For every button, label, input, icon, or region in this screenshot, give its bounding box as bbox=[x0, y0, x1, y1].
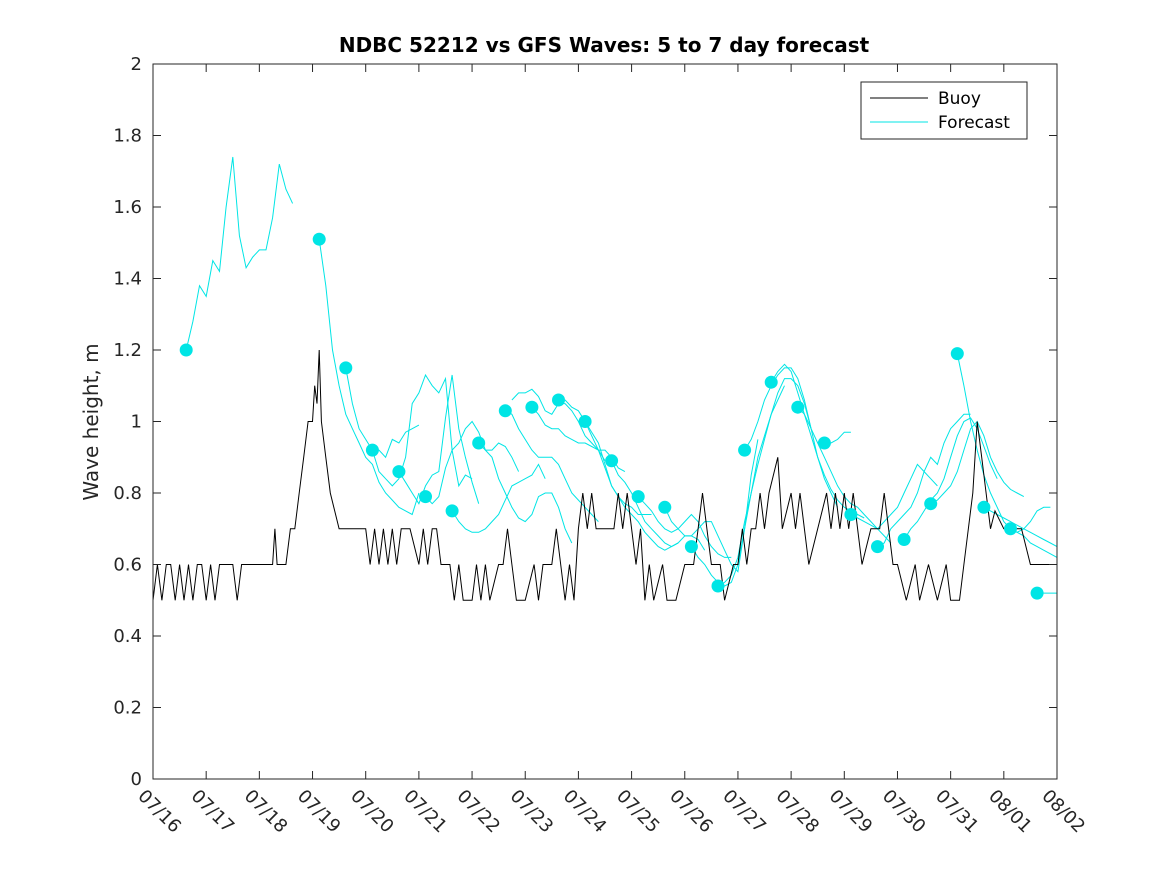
y-axis: 0 0.2 0.4 0.6 0.8 1 1.2 1.4 1.6 1.8 2 bbox=[113, 54, 1057, 790]
forecast-marker-4 bbox=[365, 443, 379, 457]
y-tick-label: 0 bbox=[131, 769, 142, 790]
y-tick-label: 0.6 bbox=[113, 555, 142, 576]
forecast-run-4 bbox=[371, 373, 473, 488]
forecast-run-15 bbox=[637, 496, 732, 558]
y-axis-label: Wave height, m bbox=[79, 343, 103, 500]
forecast-marker-26 bbox=[950, 347, 964, 361]
y-tick-label: 1 bbox=[131, 412, 142, 433]
y-tick-label: 1.6 bbox=[113, 197, 142, 218]
legend: Buoy Forecast bbox=[860, 81, 1028, 140]
forecast-marker-6 bbox=[419, 490, 432, 504]
forecast-marker-27 bbox=[977, 500, 991, 514]
y-tick-label: 2 bbox=[131, 54, 142, 75]
forecast-run-9 bbox=[505, 410, 599, 522]
forecast-run-27 bbox=[956, 353, 1051, 533]
forecast-marker-22 bbox=[844, 508, 858, 521]
forecast-markers bbox=[179, 232, 1044, 600]
plot-area bbox=[152, 63, 1058, 780]
forecast-run-7 bbox=[451, 463, 546, 533]
forecast-marker-17 bbox=[711, 579, 725, 593]
legend-buoy-label: Buoy bbox=[938, 89, 981, 109]
forecast-run-19 bbox=[744, 367, 839, 508]
forecast-marker-28 bbox=[1004, 522, 1017, 536]
forecast-marker-10 bbox=[525, 400, 539, 414]
y-tick-label: 0.8 bbox=[113, 483, 142, 504]
forecast-run-3 bbox=[345, 367, 420, 459]
forecast-run-23 bbox=[850, 463, 938, 530]
y-tick-label: 1.4 bbox=[113, 269, 142, 290]
y-tick-label: 0.4 bbox=[113, 626, 142, 647]
forecast-marker-19 bbox=[764, 375, 778, 389]
forecast-marker-16 bbox=[684, 540, 698, 554]
forecast-run-25 bbox=[903, 417, 998, 540]
forecast-run-5 bbox=[398, 374, 480, 505]
forecast-marker-1 bbox=[179, 343, 193, 357]
forecast-marker-15 bbox=[658, 500, 672, 514]
buoy-line bbox=[152, 349, 1057, 601]
buoy-series bbox=[152, 349, 1057, 601]
forecast-marker-24 bbox=[897, 533, 911, 546]
y-tick-label: 1.8 bbox=[113, 126, 142, 147]
forecast-marker-29 bbox=[1030, 586, 1044, 600]
forecast-marker-18 bbox=[738, 443, 752, 457]
forecast-marker-3 bbox=[339, 361, 353, 375]
chart-title: NDBC 52212 vs GFS Waves: 5 to 7 day fore… bbox=[339, 33, 870, 57]
forecast-run-11 bbox=[558, 399, 652, 515]
legend-forecast-label: Forecast bbox=[938, 113, 1010, 133]
forecast-run-8 bbox=[478, 442, 573, 544]
y-tick-label: 0.2 bbox=[113, 698, 142, 719]
forecast-marker-9 bbox=[498, 404, 512, 418]
forecast-marker-2 bbox=[312, 232, 326, 246]
legend-box bbox=[860, 81, 1028, 140]
forecast-marker-23 bbox=[871, 540, 884, 554]
forecast-marker-21 bbox=[817, 436, 831, 450]
forecast-run-24 bbox=[877, 413, 971, 548]
forecast-run-2 bbox=[318, 239, 420, 516]
forecast-marker-12 bbox=[578, 415, 592, 428]
plot-background bbox=[153, 64, 1057, 779]
forecast-run-6 bbox=[425, 420, 520, 505]
forecast-marker-5 bbox=[392, 465, 406, 479]
forecast-marker-11 bbox=[552, 393, 565, 407]
forecast-marker-13 bbox=[605, 454, 619, 468]
forecast-marker-20 bbox=[791, 400, 805, 414]
forecast-run-13 bbox=[584, 421, 679, 551]
y-tick-label: 1.2 bbox=[113, 340, 142, 361]
forecast-run-29 bbox=[1010, 528, 1058, 558]
forecast-marker-7 bbox=[445, 504, 459, 518]
forecast-marker-25 bbox=[924, 497, 938, 511]
forecast-marker-14 bbox=[631, 490, 645, 504]
forecast-run-1 bbox=[185, 156, 294, 351]
forecast-marker-8 bbox=[472, 436, 486, 450]
forecast-run-18 bbox=[717, 378, 812, 587]
